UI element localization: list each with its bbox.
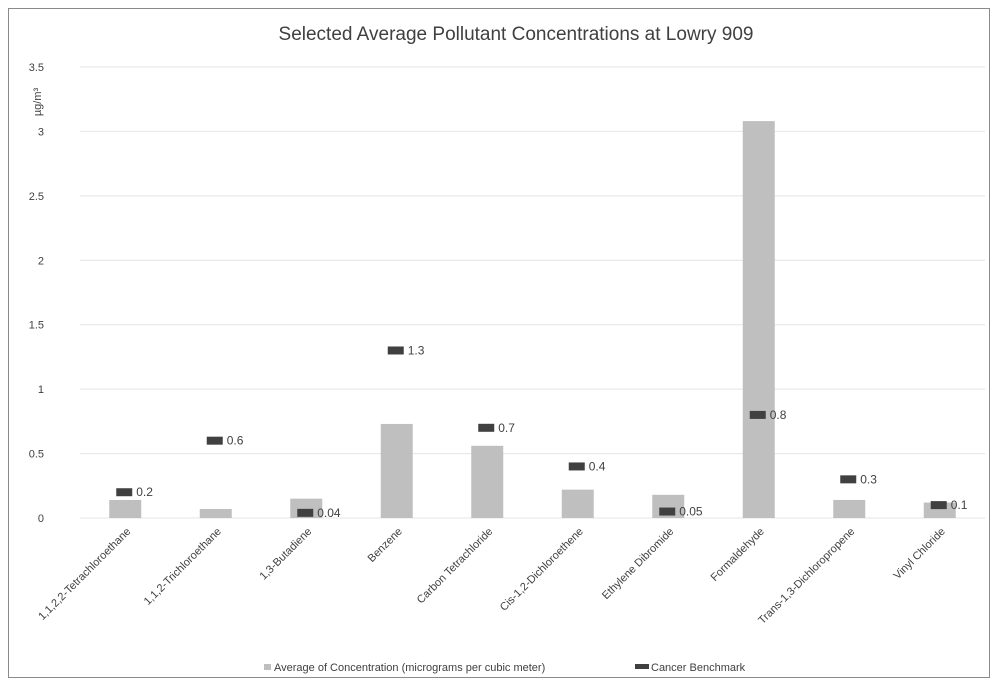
gridlines — [80, 66, 985, 519]
legend-label-concentration: Average of Concentration (micrograms per… — [274, 662, 545, 674]
concentration-bar — [742, 121, 775, 519]
category-label: 1,3-Butadiene — [257, 526, 314, 583]
y-tick-label: 3 — [38, 126, 44, 138]
benchmark-data-label: 0.04 — [317, 506, 341, 520]
benchmark-marker — [387, 346, 404, 355]
concentration-bar — [471, 445, 504, 518]
benchmark-data-label: 0.7 — [498, 421, 515, 435]
benchmark-data-label: 0.8 — [770, 408, 787, 422]
y-tick-labels: 0 0.5 1 1.5 2 2.5 3 3.5 — [29, 62, 44, 525]
y-tick-label: 0.5 — [29, 449, 44, 461]
benchmark-data-label: 1.3 — [408, 343, 425, 357]
category-label: 1,1,2-Trichloroethane — [142, 526, 224, 608]
y-tick-label: 3.5 — [29, 62, 44, 74]
y-tick-label: 0 — [38, 513, 44, 525]
benchmark-data-label: 0.3 — [860, 472, 877, 486]
category-label: Benzene — [366, 526, 405, 565]
concentration-bar — [109, 499, 142, 518]
benchmark-marker — [659, 507, 676, 516]
legend: Average of Concentration (micrograms per… — [264, 662, 746, 674]
category-label: Vinyl Chloride — [892, 526, 948, 582]
category-label: 1,1,2,2-Tetrachloroethane — [36, 526, 133, 623]
concentration-bars — [109, 121, 956, 519]
benchmark-data-label: 0.05 — [679, 505, 703, 519]
benchmark-data-label: 0.2 — [136, 485, 153, 499]
benchmark-data-label: 0.1 — [951, 498, 968, 512]
benchmark-data-label: 0.4 — [589, 459, 606, 473]
y-tick-label: 2.5 — [29, 191, 44, 203]
benchmark-marker — [478, 423, 495, 432]
benchmark-markers: 0.2 0.6 0.04 1.3 0.7 0.4 0.05 0.8 0.3 0.1 — [116, 343, 968, 520]
benchmark-marker — [749, 410, 766, 419]
y-tick-label: 1.5 — [29, 320, 44, 332]
y-axis-label: µg/m³ — [32, 87, 44, 116]
category-label: Formaldehyde — [709, 526, 767, 584]
benchmark-marker — [116, 488, 133, 497]
category-label: Cis-1,2-Dichloroethene — [498, 526, 586, 614]
benchmark-data-label: 0.6 — [227, 434, 244, 448]
chart-title: Selected Average Pollutant Concentration… — [279, 24, 754, 45]
category-label: Ethylene Dibromide — [600, 526, 676, 602]
legend-label-benchmark: Cancer Benchmark — [651, 662, 746, 674]
legend-swatch-benchmark — [635, 664, 649, 669]
benchmark-marker — [840, 475, 857, 484]
y-tick-label: 1 — [38, 384, 44, 396]
legend-swatch-concentration — [264, 664, 271, 670]
concentration-bar — [380, 423, 413, 518]
benchmark-marker — [930, 501, 947, 510]
y-tick-label: 2 — [38, 255, 44, 267]
chart-frame — [8, 8, 990, 678]
benchmark-marker — [568, 462, 585, 471]
concentration-bar — [561, 489, 594, 518]
benchmark-marker — [297, 508, 314, 517]
concentration-bar — [199, 508, 232, 518]
category-label: Trans-1,3-Dichloropropene — [756, 526, 857, 627]
concentration-bar — [833, 499, 866, 518]
category-labels: 1,1,2,2-Tetrachloroethane 1,1,2-Trichloro… — [36, 526, 948, 627]
benchmark-marker — [206, 436, 223, 445]
category-label: Carbon Tetrachloride — [415, 526, 496, 607]
